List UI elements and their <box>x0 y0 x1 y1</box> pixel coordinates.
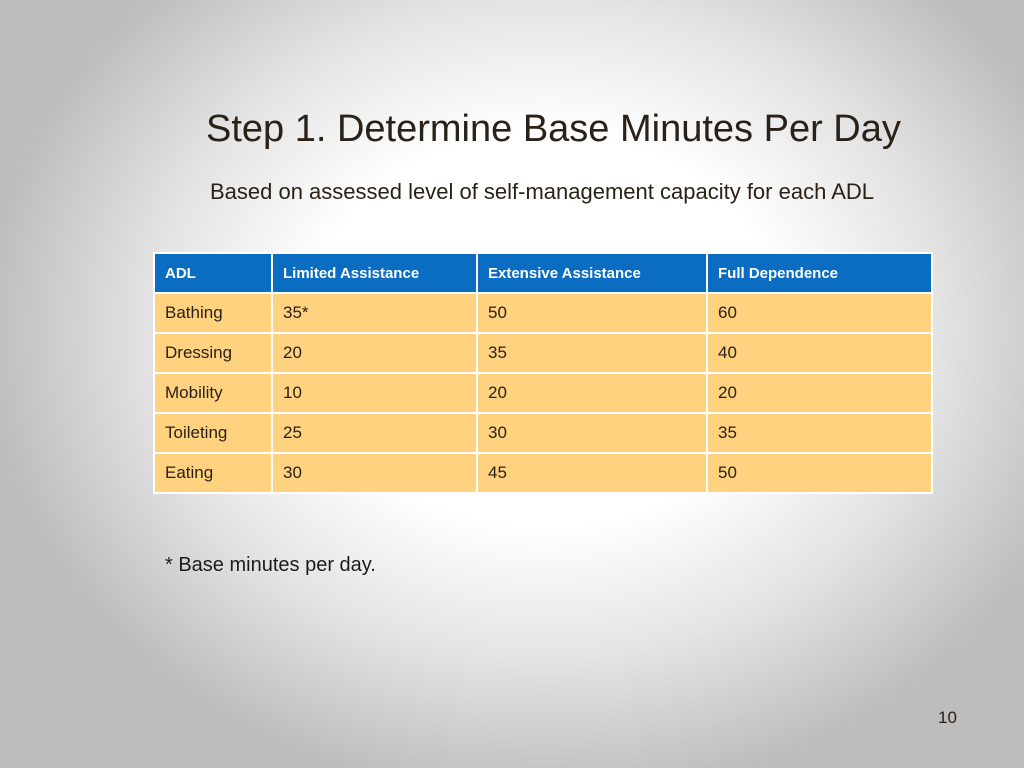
cell-limited: 25 <box>271 412 478 454</box>
cell-extensive: 35 <box>476 332 708 374</box>
base-minutes-table: ADL Limited Assistance Extensive Assista… <box>153 252 933 494</box>
cell-full: 40 <box>706 332 933 374</box>
cell-extensive: 30 <box>476 412 708 454</box>
cell-limited: 20 <box>271 332 478 374</box>
table-row: Dressing 20 35 40 <box>153 332 933 374</box>
cell-limited: 30 <box>271 452 478 494</box>
cell-adl: Dressing <box>153 332 273 374</box>
header-limited-assistance: Limited Assistance <box>271 252 478 294</box>
cell-adl: Mobility <box>153 372 273 414</box>
cell-extensive: 20 <box>476 372 708 414</box>
cell-extensive: 45 <box>476 452 708 494</box>
cell-adl: Bathing <box>153 292 273 334</box>
cell-limited: 10 <box>271 372 478 414</box>
header-extensive-assistance: Extensive Assistance <box>476 252 708 294</box>
cell-limited: 35* <box>271 292 478 334</box>
cell-adl: Eating <box>153 452 273 494</box>
cell-full: 50 <box>706 452 933 494</box>
cell-extensive: 50 <box>476 292 708 334</box>
page-number: 10 <box>938 708 957 727</box>
cell-full: 60 <box>706 292 933 334</box>
header-full-dependence: Full Dependence <box>706 252 933 294</box>
slide-subtitle: Based on assessed level of self-manageme… <box>209 179 875 204</box>
cell-full: 20 <box>706 372 933 414</box>
slide-title: Step 1. Determine Base Minutes Per Day <box>206 108 901 150</box>
header-adl: ADL <box>153 252 273 294</box>
cell-adl: Toileting <box>153 412 273 454</box>
table-header-row: ADL Limited Assistance Extensive Assista… <box>153 252 933 294</box>
cell-full: 35 <box>706 412 933 454</box>
table-row: Bathing 35* 50 60 <box>153 292 933 334</box>
table-row: Mobility 10 20 20 <box>153 372 933 414</box>
table-row: Eating 30 45 50 <box>153 452 933 494</box>
footnote: * Base minutes per day. <box>165 554 376 576</box>
table-row: Toileting 25 30 35 <box>153 412 933 454</box>
